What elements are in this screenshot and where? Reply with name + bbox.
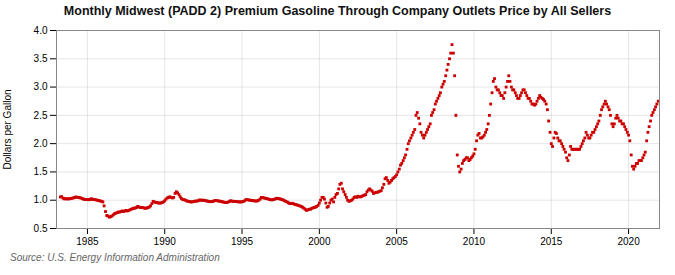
svg-text:1995: 1995 [231, 236, 254, 247]
html-text:Monthly Midwest (PADD 2) Premi: Monthly Midwest (PADD 2) Premium Gasolin… [63, 4, 612, 18]
html-text:Source: U.S. Energy Informatio: Source: U.S. Energy Information Administ… [10, 252, 220, 263]
svg-text:3.5: 3.5 [34, 53, 48, 64]
svg-text:2000: 2000 [308, 236, 331, 247]
svg-text:2005: 2005 [386, 236, 409, 247]
svg-text:2015: 2015 [540, 236, 563, 247]
svg-text:3.0: 3.0 [34, 81, 48, 92]
svg-text:1.0: 1.0 [34, 194, 48, 205]
svg-text:2020: 2020 [617, 236, 640, 247]
svg-text:Dollars per Gallon: Dollars per Gallon [2, 89, 13, 169]
svg-text:2.5: 2.5 [34, 110, 48, 121]
svg-text:1.5: 1.5 [34, 166, 48, 177]
svg-text:1985: 1985 [76, 236, 99, 247]
svg-text:0.5: 0.5 [34, 223, 48, 234]
svg-text:4.0: 4.0 [34, 25, 48, 36]
svg-text:2010: 2010 [463, 236, 486, 247]
svg-text:2.0: 2.0 [34, 138, 48, 149]
svg-text:1990: 1990 [154, 236, 177, 247]
